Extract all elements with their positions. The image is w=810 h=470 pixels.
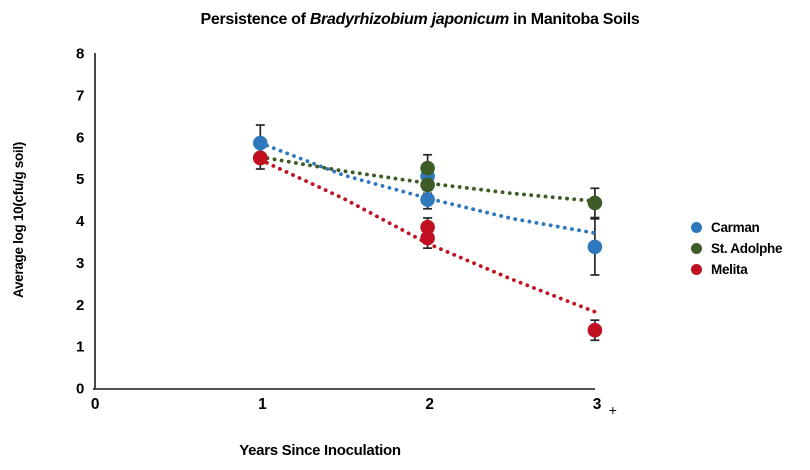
- data-point-melita: [420, 230, 435, 246]
- data-point-carman: [252, 135, 268, 151]
- y-tick-label: 0: [76, 381, 84, 398]
- y-tick-label: 8: [76, 46, 84, 63]
- x-tick-label: 1: [258, 396, 267, 413]
- legend: Carman St. Adolphe Melita: [691, 219, 783, 278]
- data-point-carman: [587, 239, 603, 255]
- data-point-melita: [587, 322, 603, 338]
- y-tick-label: 1: [76, 339, 84, 356]
- x-tick-label: 2: [425, 396, 433, 413]
- chart-title: Persistence of Bradyrhizobium japonicum …: [30, 11, 810, 29]
- y-tick-label: 6: [76, 129, 84, 146]
- data-point-st-adolphe: [587, 195, 603, 211]
- y-tick-label: 2: [76, 297, 84, 314]
- x-axis-label: Years Since Inoculation: [239, 442, 401, 459]
- data-point-st-adolphe: [420, 177, 435, 193]
- data-point-melita: [252, 150, 268, 166]
- legend-item: St. Adolphe: [691, 240, 783, 257]
- legend-marker-icon: [691, 264, 702, 275]
- y-tick-label: 3: [76, 255, 84, 272]
- y-tick-label: 7: [76, 87, 84, 104]
- legend-label: St. Adolphe: [711, 241, 783, 256]
- y-tick-label: 4: [76, 213, 85, 230]
- legend-marker-icon: [691, 243, 702, 254]
- x-axis-plus-suffix: +: [609, 402, 617, 418]
- x-tick-label: 3: [593, 396, 602, 413]
- legend-item: Melita: [691, 261, 782, 278]
- data-point-st-adolphe: [420, 160, 435, 176]
- legend-item: Carman: [691, 219, 782, 236]
- chart-title-species: Bradyrhizobium japonicum: [309, 11, 509, 28]
- legend-marker-icon: [691, 222, 702, 233]
- data-point-carman: [420, 192, 435, 207]
- trend-line-st-adolphe: [258, 155, 597, 204]
- chart-title-suffix: in Manitoba Soils: [508, 11, 640, 28]
- y-tick-label: 5: [76, 171, 84, 188]
- x-tick-label: 0: [91, 396, 99, 413]
- data-point-melita: [420, 219, 435, 235]
- chart-title-prefix: Persistence of: [200, 11, 310, 28]
- legend-label: Melita: [711, 262, 748, 277]
- legend-label: Carman: [711, 220, 760, 235]
